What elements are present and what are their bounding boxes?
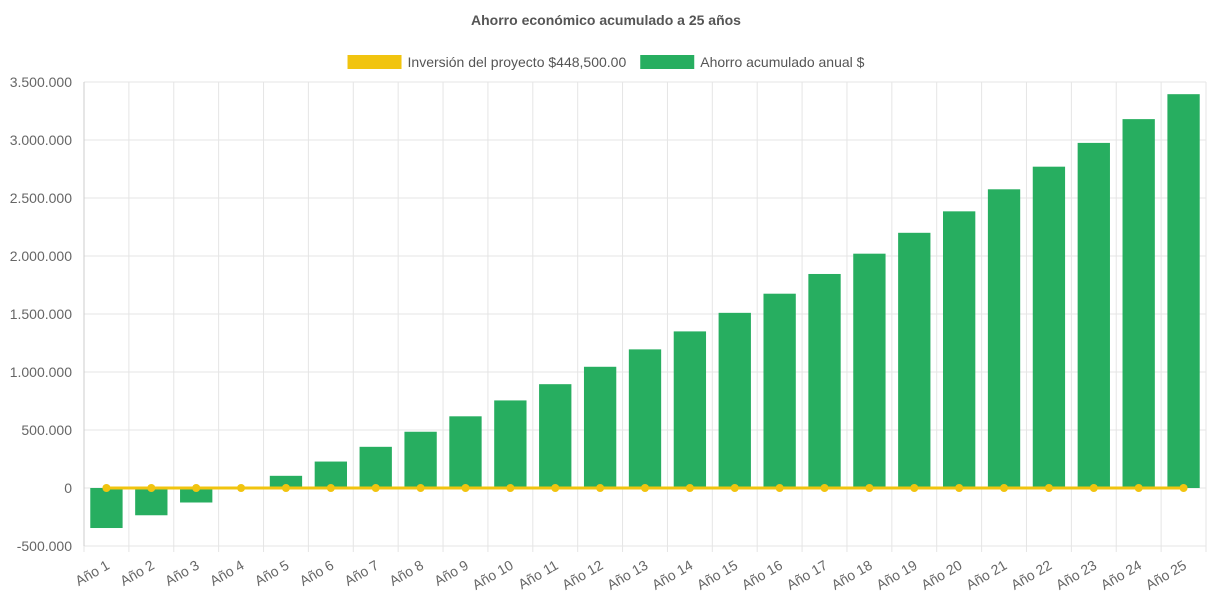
bar (359, 446, 392, 488)
legend: Inversión del proyecto $448,500.00 Ahorro… (347, 54, 865, 70)
bar (628, 349, 662, 488)
x-tick-label: Año 1 (72, 557, 112, 589)
legend-swatch (347, 55, 402, 69)
x-tick-label: Año 16 (739, 557, 786, 593)
bar (1032, 166, 1066, 488)
line-point (596, 484, 605, 492)
x-tick-label: Año 11 (515, 557, 561, 593)
bar (673, 331, 707, 488)
legend-label: Inversión del proyecto $448,500.00 (408, 54, 627, 70)
line-point (147, 484, 156, 492)
x-tick-label: Año 8 (386, 557, 426, 589)
x-tick-label: Año 23 (1053, 557, 1100, 593)
x-axis: Año 1 Año 2 Año 3 Año 4 Año 5 Año 6 Año 7 Año 8… (72, 557, 1189, 593)
gridlines (83, 81, 1207, 552)
line-point (506, 484, 515, 492)
line-point (416, 484, 425, 492)
line-point (102, 484, 111, 492)
y-tick-label: 1.000.000 (10, 364, 72, 380)
line-point (1000, 484, 1009, 492)
line-point (685, 484, 694, 492)
bar (1077, 142, 1110, 488)
x-tick-label: Año 22 (1008, 557, 1055, 593)
legend-label: Ahorro acumulado anual $ (700, 54, 864, 70)
line-point (1179, 484, 1188, 492)
y-tick-label: 500.000 (21, 422, 72, 438)
bar (808, 273, 841, 488)
bar (314, 461, 347, 488)
x-tick-label: Año 10 (469, 557, 516, 593)
y-axis: 3.500.000 3.000.000 2.500.000 2.000.000 1.50… (10, 74, 85, 554)
line-point (1044, 484, 1053, 492)
x-tick-label: Año 25 (1143, 557, 1190, 593)
bar (1167, 94, 1200, 489)
x-tick-label: Año 13 (604, 557, 651, 593)
y-tick-label: 3.500.000 (10, 74, 72, 90)
line-point (237, 484, 246, 492)
x-tick-label: Año 17 (784, 557, 831, 593)
bar (718, 312, 751, 488)
legend-item: Ahorro acumulado anual $ (640, 54, 865, 70)
bar (494, 400, 527, 488)
bar (943, 211, 976, 488)
line-point (955, 484, 964, 492)
line-point (910, 484, 919, 492)
y-tick-label: 0 (64, 480, 72, 496)
bars (90, 94, 1200, 529)
bar (583, 366, 617, 488)
line-point (551, 484, 560, 492)
line-point (641, 484, 649, 492)
x-tick-label: Año 18 (828, 557, 875, 593)
legend-item: Inversión del proyecto $448,500.00 (347, 54, 627, 70)
chart-title: Ahorro económico acumulado a 25 años (471, 12, 741, 28)
bar (404, 431, 437, 488)
bar (135, 488, 168, 516)
y-tick-label: 2.500.000 (10, 190, 72, 206)
line-point (1089, 484, 1098, 492)
x-tick-label: Año 12 (559, 557, 606, 593)
line-point (865, 484, 874, 492)
bar (539, 384, 572, 488)
line-point (192, 484, 201, 492)
x-tick-label: Año 19 (873, 557, 920, 593)
x-tick-label: Año 5 (252, 557, 292, 589)
line-point (730, 484, 739, 492)
bar (1122, 119, 1155, 489)
line-point (281, 484, 290, 492)
bar (763, 293, 796, 488)
x-tick-label: Año 3 (162, 557, 202, 589)
x-tick-label: Año 14 (649, 557, 696, 593)
bar (90, 488, 123, 529)
x-tick-label: Año 4 (207, 557, 247, 589)
y-tick-label: 3.000.000 (10, 132, 72, 148)
legend-swatch (640, 55, 695, 69)
x-tick-label: Año 15 (694, 557, 741, 593)
x-tick-label: Año 6 (297, 557, 337, 589)
y-tick-label: 1.500.000 (10, 306, 72, 322)
line-point (326, 484, 335, 492)
line-point (775, 484, 784, 492)
x-tick-label: Año 9 (431, 557, 471, 589)
bar (987, 189, 1021, 489)
line-point (820, 484, 829, 492)
bar (853, 253, 886, 488)
x-tick-label: Año 20 (918, 557, 965, 593)
y-tick-label: -500.000 (17, 538, 72, 554)
line-series (102, 484, 1188, 492)
x-tick-label: Año 7 (342, 557, 382, 589)
x-tick-label: Año 24 (1098, 557, 1145, 593)
x-tick-label: Año 2 (117, 557, 157, 589)
bar (180, 488, 213, 503)
line-point (461, 484, 470, 492)
bar (449, 416, 482, 488)
bar (898, 232, 931, 488)
line-point (1134, 484, 1143, 492)
line-point (371, 484, 380, 492)
y-tick-label: 2.000.000 (10, 248, 72, 264)
x-tick-label: Año 21 (963, 557, 1010, 593)
bar (269, 475, 303, 488)
